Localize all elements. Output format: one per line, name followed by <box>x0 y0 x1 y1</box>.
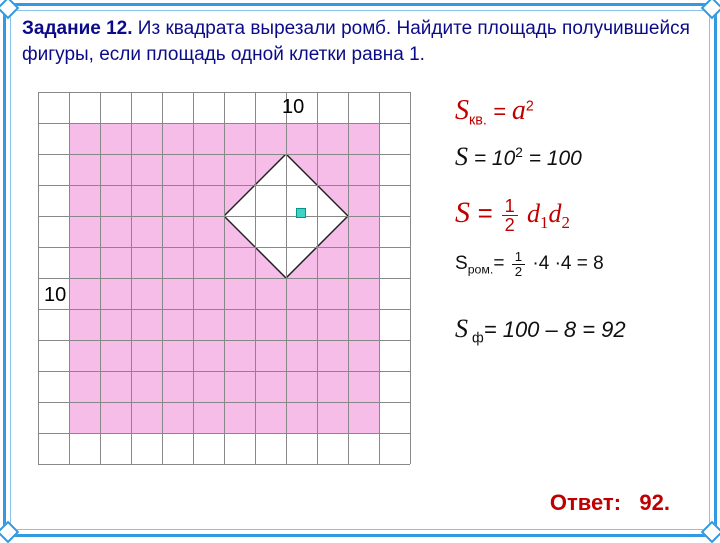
corner-ornament <box>0 0 19 19</box>
formula-square-area: Sкв. = a2 <box>455 95 694 128</box>
problem-statement: Задание 12. Из квадрата вырезали ромб. Н… <box>22 16 698 67</box>
cursor-marker <box>296 208 306 218</box>
corner-ornament <box>701 0 720 19</box>
grid-line <box>317 92 318 464</box>
answer-line: Ответ: 92. <box>550 490 670 516</box>
calculations: Sкв. = a2 S = 102 = 100 S = 12 d1d2 Sром… <box>455 95 694 376</box>
grid-line <box>38 402 410 403</box>
grid-line <box>255 92 256 464</box>
grid-line <box>410 92 411 464</box>
grid-line <box>38 340 410 341</box>
grid-lines <box>38 92 410 464</box>
answer-value: 92. <box>639 490 670 515</box>
grid-line <box>38 433 410 434</box>
grid-figure: 10 10 <box>38 92 410 464</box>
grid-line <box>38 309 410 310</box>
answer-label: Ответ: <box>550 490 621 515</box>
grid-line <box>348 92 349 464</box>
grid-line <box>224 92 225 464</box>
formula-rhombus-area: S = 12 d1d2 <box>455 196 694 234</box>
grid-line <box>38 464 410 465</box>
task-label: Задание 12. <box>22 18 133 39</box>
compute-rhombus-area: Sром.= 12 ·4 ·4 = 8 <box>455 250 694 278</box>
compute-square-area: S = 102 = 100 <box>455 142 694 172</box>
grid-line <box>286 92 287 464</box>
grid-line <box>38 371 410 372</box>
side-label-left: 10 <box>44 284 66 307</box>
grid-line <box>379 92 380 464</box>
compute-figure-area: S ф= 100 – 8 = 92 <box>455 314 694 346</box>
side-label-top: 10 <box>282 96 304 119</box>
